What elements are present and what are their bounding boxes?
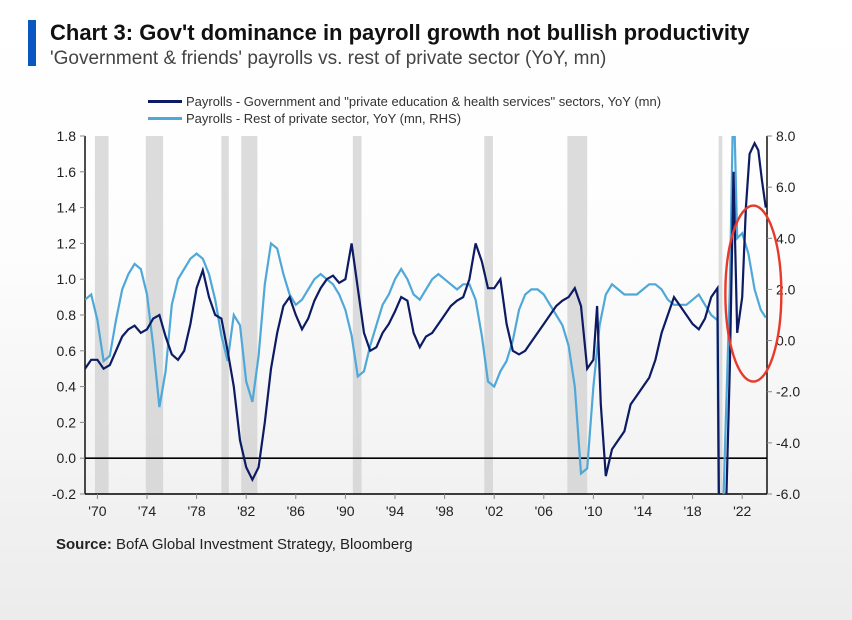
y-left-tick-label: 1.8 — [57, 130, 77, 144]
series-gov-friends — [85, 144, 766, 531]
x-tick-label: '06 — [535, 503, 553, 519]
x-tick-label: '90 — [336, 503, 354, 519]
legend: Payrolls - Government and "private educa… — [148, 94, 824, 126]
y-right-tick-label: 2.0 — [776, 282, 796, 298]
source-line: Source: BofA Global Investment Strategy,… — [28, 536, 824, 553]
highlight-circle — [725, 206, 781, 382]
recession-band — [241, 136, 257, 494]
recession-band — [353, 136, 362, 494]
y-right-tick-label: 8.0 — [776, 130, 796, 144]
titles: Chart 3: Gov't dominance in payroll grow… — [50, 20, 824, 70]
y-right-tick-label: 4.0 — [776, 231, 796, 247]
legend-swatch-series2 — [148, 117, 182, 120]
y-left-tick-label: 0.6 — [57, 343, 77, 359]
x-tick-label: '02 — [485, 503, 503, 519]
recession-band — [567, 136, 587, 494]
y-right-tick-label: -2.0 — [776, 384, 800, 400]
y-right-tick-label: -4.0 — [776, 435, 800, 451]
x-tick-label: '86 — [287, 503, 305, 519]
chart-svg: -0.2 0.0 0.2 0.4 0.6 0.8 1.0 1.2 1.4 1.6 1.8 -6.0 -4… — [31, 130, 821, 530]
y-left-tick-label: -0.2 — [52, 486, 76, 502]
y-right-tick-label: -6.0 — [776, 486, 800, 502]
recession-band — [484, 136, 493, 494]
recession-band — [221, 136, 228, 494]
y-left-tick-label: 0.4 — [57, 379, 77, 395]
chart-plot: -0.2 0.0 0.2 0.4 0.6 0.8 1.0 1.2 1.4 1.6 1.8 -6.0 -4… — [31, 130, 821, 530]
x-tick-label: '70 — [88, 503, 106, 519]
x-tick-label: '94 — [386, 503, 404, 519]
x-tick-label: '98 — [435, 503, 453, 519]
x-tick-label: '10 — [584, 503, 602, 519]
y-left-tick-label: 1.6 — [57, 164, 77, 180]
y-left-tick-label: 0.0 — [57, 451, 77, 467]
x-tick-label: '22 — [733, 503, 751, 519]
source-label: Source: — [56, 536, 112, 553]
y-left-tick-label: 1.2 — [57, 236, 77, 252]
legend-swatch-series1 — [148, 100, 182, 103]
title-row: Chart 3: Gov't dominance in payroll grow… — [28, 20, 824, 70]
legend-item-series1: Payrolls - Government and "private educa… — [148, 94, 824, 109]
y-left-tick-label: 0.2 — [57, 415, 77, 431]
chart-container: Chart 3: Gov't dominance in payroll grow… — [0, 0, 852, 620]
legend-label-series2: Payrolls - Rest of private sector, YoY (… — [186, 111, 461, 126]
x-tick-label: '18 — [683, 503, 701, 519]
chart-subtitle: 'Government & friends' payrolls vs. rest… — [50, 48, 824, 70]
y-left-tick-label: 1.4 — [57, 200, 77, 216]
y-left-tick-label: 0.8 — [57, 307, 77, 323]
source-text: BofA Global Investment Strategy, Bloombe… — [116, 536, 413, 553]
chart-title: Chart 3: Gov't dominance in payroll grow… — [50, 20, 824, 46]
title-accent-bar — [28, 20, 36, 66]
x-tick-label: '78 — [187, 503, 205, 519]
y-left-tick-label: 1.0 — [57, 272, 77, 288]
x-tick-label: '74 — [138, 503, 156, 519]
x-tick-label: '82 — [237, 503, 255, 519]
legend-label-series1: Payrolls - Government and "private educa… — [186, 94, 661, 109]
legend-item-series2: Payrolls - Rest of private sector, YoY (… — [148, 111, 824, 126]
x-tick-label: '14 — [634, 503, 652, 519]
y-right-tick-label: 6.0 — [776, 180, 796, 196]
